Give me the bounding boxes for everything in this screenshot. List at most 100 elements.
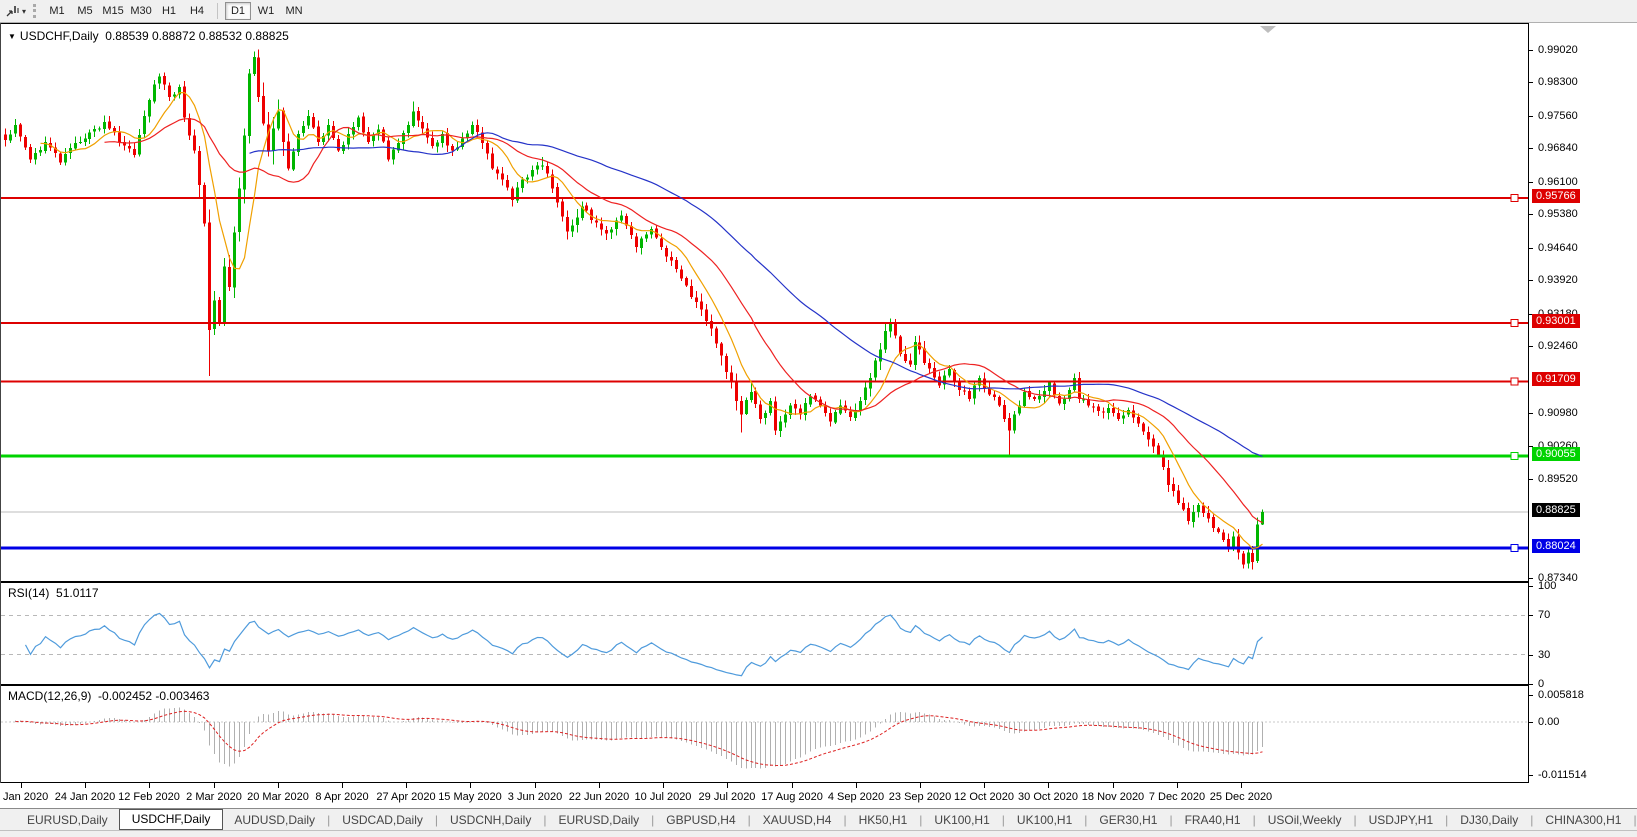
tab-separator: | xyxy=(434,812,438,827)
line-handle-marker[interactable] xyxy=(1510,319,1519,327)
rsi-chart-canvas[interactable] xyxy=(1,583,1528,684)
status-bar xyxy=(0,830,1637,837)
tab-separator: | xyxy=(843,812,847,827)
top-toolbar: ▾ M1 M5 M15 M30 H1 H4 D1 W1 MN xyxy=(0,0,1637,23)
chart-tab-gbpusd-h4[interactable]: GBPUSD,H4 xyxy=(666,812,736,827)
timeframe-button-m1[interactable]: M1 xyxy=(49,5,65,17)
chart-tab-fra40-h1[interactable]: FRA40,H1 xyxy=(1184,812,1241,827)
chart-tab-usoil-weekly[interactable]: USOil,Weekly xyxy=(1267,812,1342,827)
price-tick-mark xyxy=(1529,116,1533,117)
timeframe-button-m30[interactable]: M30 xyxy=(130,5,152,17)
price-tick-mark xyxy=(1529,50,1533,51)
line-handle-marker[interactable] xyxy=(1510,452,1519,461)
collapse-caret-icon[interactable]: ▼ xyxy=(8,32,16,41)
price-tick-label: 0.92460 xyxy=(1538,340,1578,352)
price-tick-label: 0.90980 xyxy=(1538,407,1578,419)
price-tick-label: 0.96840 xyxy=(1538,142,1578,154)
rsi-pane[interactable]: RSI(14) 51.0117 xyxy=(1,583,1528,686)
timeframe-button-mn[interactable]: MN xyxy=(285,5,303,17)
chart-window[interactable]: ▼ USDCHF,Daily 0.88539 0.88872 0.88532 0.… xyxy=(0,23,1528,783)
timeframe-button-h4[interactable]: H4 xyxy=(189,5,205,17)
price-tick-label: 0.97560 xyxy=(1538,110,1578,122)
tool-dropdown-caret-icon[interactable]: ▾ xyxy=(22,6,27,16)
chart-tab-dj30-daily[interactable]: DJ30,Daily xyxy=(1460,812,1519,827)
chart-ohlc-values: 0.88539 0.88872 0.88532 0.88825 xyxy=(105,29,289,43)
time-tick-mark xyxy=(792,783,793,788)
chart-shift-marker-icon[interactable] xyxy=(1260,26,1276,33)
chart-tab-usdcad-daily[interactable]: USDCAD,Daily xyxy=(342,812,423,827)
tab-separator: | xyxy=(543,812,547,827)
line-handle-marker[interactable] xyxy=(1510,544,1519,552)
rsi-tick-label: 0 xyxy=(1538,678,1545,690)
time-tick-label: 12 Oct 2020 xyxy=(954,791,1014,803)
chart-tab-usdjpy-h1[interactable]: USDJPY,H1 xyxy=(1368,812,1434,827)
moving-average-50 xyxy=(249,132,1263,457)
toolbar-separator xyxy=(217,3,219,19)
chart-tab-uk100-h1[interactable]: UK100,H1 xyxy=(934,812,990,827)
price-tick-label: 0.99020 xyxy=(1538,44,1578,56)
price-tick-mark xyxy=(1529,479,1533,480)
time-tick-label: 10 Jul 2020 xyxy=(634,791,692,803)
moving-average-21 xyxy=(104,118,1263,524)
macd-label: MACD(12,26,9) xyxy=(8,689,92,703)
time-tick-label: 7 Dec 2020 xyxy=(1148,791,1206,803)
price-tick-mark xyxy=(1529,578,1533,579)
time-tick-mark xyxy=(663,783,664,788)
rsi-tick-label: 70 xyxy=(1538,609,1551,621)
timeframe-button-d1[interactable]: D1 xyxy=(225,2,252,20)
crosshair-tool-icon[interactable] xyxy=(3,3,21,19)
macd-tick-mark xyxy=(1529,722,1533,723)
tab-separator: | xyxy=(327,812,331,827)
time-tick-mark xyxy=(856,783,857,788)
timeframe-buttons: M1 M5 M15 M30 H1 H4 D1 W1 MN xyxy=(43,2,308,20)
chart-tab-eurusd-daily[interactable]: EURUSD,Daily xyxy=(558,812,640,827)
chart-tab-china300-h1[interactable]: CHINA300,H1 xyxy=(1545,812,1622,827)
rsi-tick-label: 100 xyxy=(1538,580,1557,592)
chart-tab-hk50-h1[interactable]: HK50,H1 xyxy=(858,812,908,827)
price-chart-canvas[interactable] xyxy=(1,24,1528,582)
chart-tab-usdcnh-daily[interactable]: USDCNH,Daily xyxy=(450,812,532,827)
macd-pane[interactable]: MACD(12,26,9) -0.002452 -0.003463 xyxy=(1,686,1528,783)
tab-separator: | xyxy=(1252,812,1256,827)
candles-layer xyxy=(4,49,1264,570)
time-tick-label: 2 Mar 2020 xyxy=(186,791,242,803)
tab-separator: | xyxy=(1353,812,1357,827)
time-tick-label: 24 Jan 2020 xyxy=(54,791,116,803)
chart-tab-eurusd-daily[interactable]: EURUSD,Daily xyxy=(27,812,108,827)
timeframe-button-m5[interactable]: M5 xyxy=(77,5,93,17)
macd-chart-canvas[interactable] xyxy=(1,686,1528,782)
hline-price-badge: 0.91709 xyxy=(1532,372,1580,386)
timeframe-button-m15[interactable]: M15 xyxy=(102,5,124,17)
macd-tick-label: 0.00 xyxy=(1538,716,1560,728)
tab-separator: | xyxy=(1169,812,1173,827)
tab-separator: | xyxy=(919,812,923,827)
price-tick-mark xyxy=(1529,248,1533,249)
toolbar-drag-handle[interactable] xyxy=(33,4,37,18)
tab-separator: | xyxy=(1633,812,1637,827)
time-tick-label: 27 Apr 2020 xyxy=(376,791,436,803)
price-axis[interactable]: 0.99020 0.98300 0.97560 0.96840 0.96100 0.953… xyxy=(1528,23,1637,783)
price-tick-label: 0.96100 xyxy=(1538,176,1578,188)
line-handle-marker[interactable] xyxy=(1510,377,1519,386)
price-tick-mark xyxy=(1529,446,1533,447)
chart-tab-xauusd-h4[interactable]: XAUUSD,H4 xyxy=(762,812,832,827)
line-handle-marker[interactable] xyxy=(1510,194,1519,202)
chart-symbol-label: USDCHF,Daily xyxy=(19,29,99,43)
time-tick-mark xyxy=(1177,783,1178,788)
price-tick-label: 0.87340 xyxy=(1538,572,1578,584)
chart-tab-ger30-h1[interactable]: GER30,H1 xyxy=(1099,812,1158,827)
price-tick-mark xyxy=(1529,280,1533,281)
chart-tab-audusd-daily[interactable]: AUDUSD,Daily xyxy=(234,812,316,827)
time-tick-mark xyxy=(149,783,150,788)
timeframe-button-h1[interactable]: H1 xyxy=(161,5,177,17)
timeframe-button-w1[interactable]: W1 xyxy=(257,5,275,17)
time-tick-mark xyxy=(470,783,471,788)
price-pane[interactable]: ▼ USDCHF,Daily 0.88539 0.88872 0.88532 0.… xyxy=(1,23,1528,583)
chart-tab-usdchf-daily[interactable]: USDCHF,Daily xyxy=(118,809,224,830)
price-tick-mark xyxy=(1529,148,1533,149)
tab-separator: | xyxy=(1445,812,1449,827)
current-price-badge: 0.88825 xyxy=(1532,503,1580,517)
chart-tab-uk100-h1[interactable]: UK100,H1 xyxy=(1016,812,1073,827)
time-tick-label: 12 Feb 2020 xyxy=(118,791,180,803)
